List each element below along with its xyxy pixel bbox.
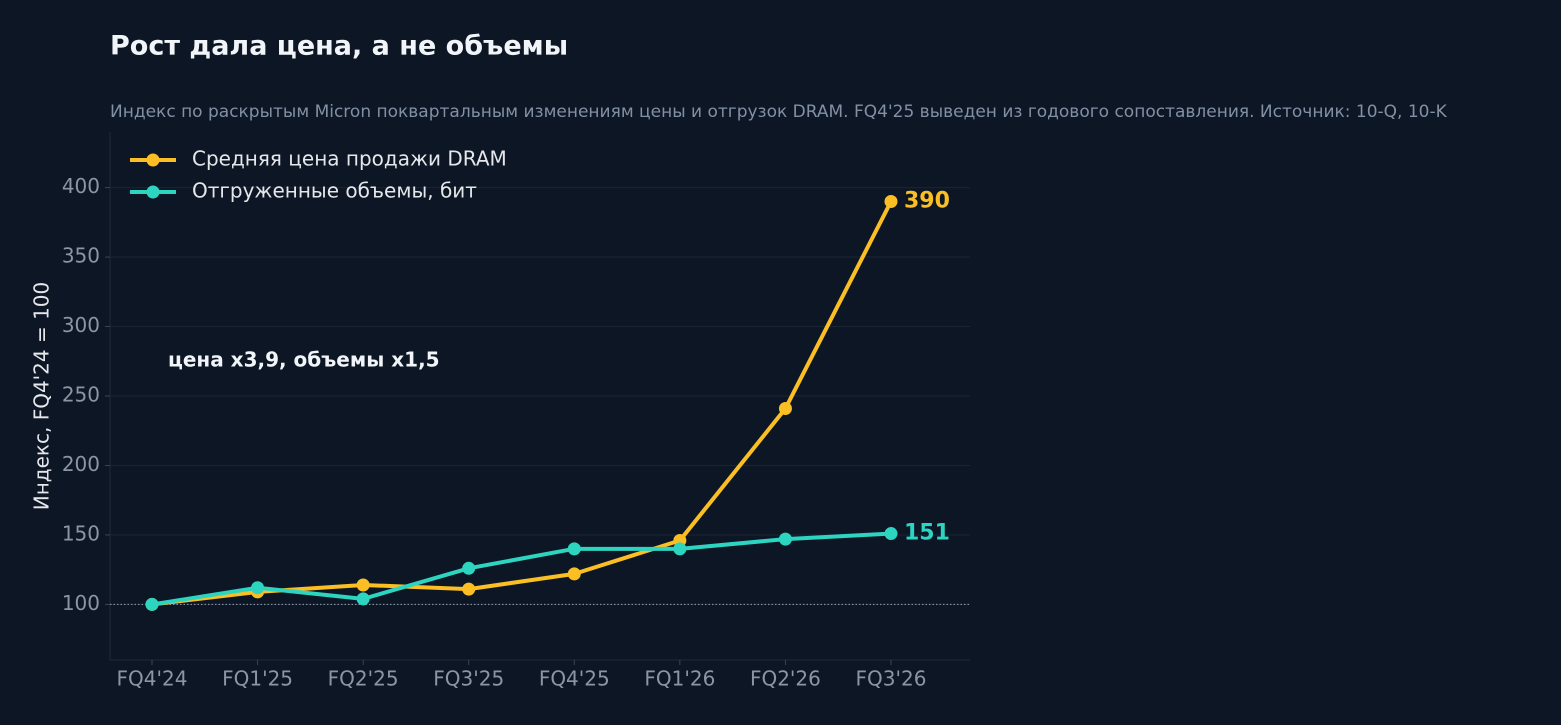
x-tick-label: FQ4'25 — [539, 667, 610, 691]
data-point — [356, 578, 370, 592]
legend-label: Отгруженные объемы, бит — [192, 179, 477, 203]
y-tick-label: 400 — [62, 174, 100, 198]
data-point — [145, 597, 159, 611]
y-tick-label: 350 — [62, 244, 100, 268]
data-point — [567, 542, 581, 556]
x-tick-label: FQ1'25 — [222, 667, 293, 691]
data-point — [778, 532, 792, 546]
y-tick-label: 300 — [62, 313, 100, 337]
chart-subtitle: Индекс по раскрытым Micron поквартальным… — [110, 102, 1448, 122]
chart-title: Рост дала цена, а не объемы — [110, 31, 568, 62]
annotation: цена x3,9, объемы x1,5 — [168, 348, 440, 372]
legend-label: Средняя цена продажи DRAM — [192, 147, 507, 171]
data-point — [673, 542, 687, 556]
series-line — [151, 531, 892, 607]
y-tick-label: 100 — [62, 591, 100, 615]
data-point — [356, 592, 370, 606]
x-tick-label: FQ4'24 — [117, 667, 188, 691]
series-line — [151, 200, 893, 607]
end-label: 151 — [904, 521, 950, 546]
y-tick-label: 150 — [62, 521, 100, 545]
data-point — [778, 402, 792, 416]
x-tick-label: FQ3'26 — [856, 667, 927, 691]
data-point — [462, 582, 476, 596]
x-tick-label: FQ2'26 — [750, 667, 821, 691]
legend-marker — [146, 185, 160, 199]
data-point — [884, 527, 898, 541]
y-tick-label: 250 — [62, 383, 100, 407]
x-tick-label: FQ3'25 — [433, 667, 504, 691]
data-point — [567, 567, 581, 581]
data-point — [462, 561, 476, 575]
legend-marker — [146, 153, 160, 167]
x-tick-label: FQ1'26 — [644, 667, 715, 691]
y-tick-label: 200 — [62, 452, 100, 476]
y-axis-label: Индекс, FQ4'24 = 100 — [30, 282, 54, 511]
end-label: 390 — [904, 188, 950, 213]
data-point — [884, 194, 898, 208]
x-tick-label: FQ2'25 — [328, 667, 399, 691]
data-point — [251, 581, 265, 595]
